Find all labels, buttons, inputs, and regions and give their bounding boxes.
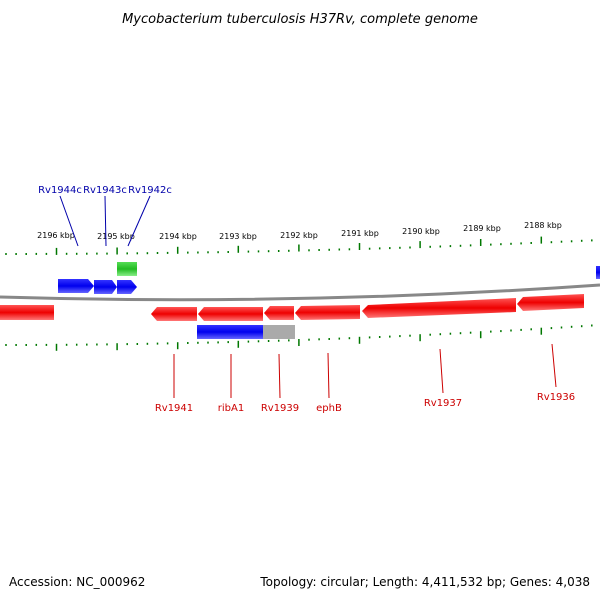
label-leader-line [551, 343, 557, 388]
gene-arrow-reverse[interactable] [295, 305, 360, 320]
forward-strand-genes [58, 262, 600, 339]
gene-box-forward[interactable] [596, 266, 600, 279]
reverse-strand-genes [0, 294, 584, 321]
gene-label-rv1941[interactable]: Rv1941 [155, 403, 193, 414]
gene-arrow-reverse[interactable] [362, 298, 516, 318]
gene-arrow-reverse[interactable] [0, 305, 54, 320]
scale-label: 2188 kbp [524, 221, 562, 230]
gene-box-forward[interactable] [197, 325, 263, 339]
label-leader-line [127, 195, 151, 247]
bottom-gene-labels: Rv1941 ribA1 Rv1939 ephB Rv1937 Rv1936 [155, 343, 575, 414]
label-leader-line [59, 195, 79, 247]
label-leader-line [104, 195, 107, 247]
gene-arrow-reverse[interactable] [264, 306, 294, 320]
bottom-scale-ticks [5, 324, 593, 351]
gene-label-rv1937[interactable]: Rv1937 [424, 398, 462, 409]
gene-label-rv1944c[interactable]: Rv1944c [38, 185, 82, 196]
scale-label: 2191 kbp [341, 229, 379, 238]
gene-label-rv1942c[interactable]: Rv1942c [128, 185, 172, 196]
top-gene-labels: Rv1944c Rv1943c Rv1942c [38, 185, 172, 247]
label-leader-line [327, 352, 330, 399]
gene-arrow-forward[interactable] [58, 279, 94, 293]
gene-arrow-reverse[interactable] [151, 307, 197, 321]
scale-label: 2194 kbp [159, 232, 197, 241]
label-leader-line [278, 353, 281, 399]
gene-arrow-reverse[interactable] [198, 307, 263, 321]
scale-label: 2196 kbp [37, 231, 75, 240]
topology-text: Topology: circular; Length: 4,411,532 bp… [259, 575, 590, 589]
gene-label-ephb[interactable]: ephB [316, 403, 342, 414]
scale-label: 2193 kbp [219, 232, 257, 241]
scale-labels: 2196 kbp 2195 kbp 2194 kbp 2193 kbp 2192… [37, 221, 562, 241]
gene-arrow-forward[interactable] [117, 280, 137, 294]
top-scale-ticks [5, 236, 593, 255]
gene-label-rv1943c[interactable]: Rv1943c [83, 185, 127, 196]
scale-label: 2190 kbp [402, 227, 440, 236]
label-leader-line [439, 348, 444, 394]
gene-label-rv1939[interactable]: Rv1939 [261, 403, 299, 414]
gene-arrow-reverse[interactable] [517, 294, 584, 311]
rna-feature[interactable] [117, 262, 137, 276]
scale-label: 2195 kbp [97, 232, 135, 241]
scale-label: 2189 kbp [463, 224, 501, 233]
gene-arrow-forward[interactable] [94, 280, 117, 294]
gene-label-rv1936[interactable]: Rv1936 [537, 392, 575, 403]
gene-label-riba1[interactable]: ribA1 [218, 403, 244, 414]
gene-box-grey[interactable] [263, 325, 295, 339]
genome-backbone [0, 283, 600, 302]
accession-text: Accession: NC_000962 [9, 575, 145, 589]
scale-label: 2192 kbp [280, 231, 318, 240]
genome-title: Mycobacterium tuberculosis H37Rv, comple… [122, 12, 478, 27]
